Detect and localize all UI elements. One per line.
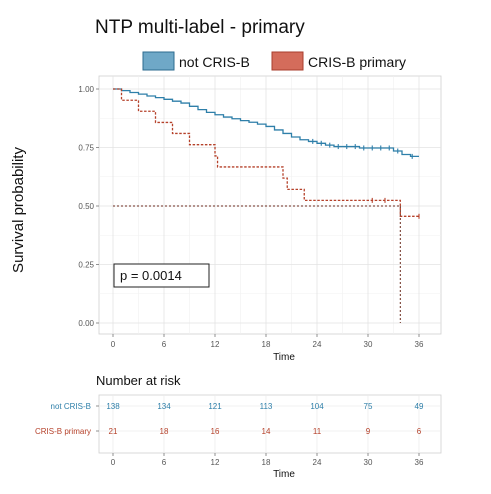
y-axis-label: Survival probability <box>10 147 27 273</box>
x-tick-label: 24 <box>313 340 322 349</box>
p-value-box <box>113 263 210 288</box>
x-tick-label: 36 <box>415 340 424 349</box>
legend-label-not-cris-b: not CRIS-B <box>179 54 250 70</box>
risk-x-tick-label: 0 <box>111 458 116 467</box>
plot-grid <box>99 76 441 334</box>
risk-count-cris-b-primary: 6 <box>417 427 422 436</box>
risk-x-tick-label: 12 <box>211 458 220 467</box>
curve-cris-b-primary <box>113 88 419 217</box>
survival-curves <box>113 88 419 323</box>
legend-swatch-not-cris-b <box>142 51 175 71</box>
risk-row-label-cris-b-primary: CRIS-B primary <box>35 427 91 436</box>
risk-count-not-cris-b: 104 <box>310 402 324 411</box>
risk-count-not-cris-b: 138 <box>106 402 120 411</box>
y-tick-label: 0.00 <box>78 319 94 328</box>
x-tick-label: 12 <box>211 340 220 349</box>
risk-row-label-not-cris-b: not CRIS-B <box>51 402 91 411</box>
risk-table-grid <box>99 395 441 453</box>
x-tick-label: 6 <box>162 340 167 349</box>
p-value-label: p = 0.0014 <box>120 268 182 283</box>
risk-count-not-cris-b: 121 <box>208 402 222 411</box>
y-tick-label: 0.50 <box>78 202 94 211</box>
risk-x-tick-label: 6 <box>162 458 167 467</box>
risk-x-tick-label: 30 <box>364 458 373 467</box>
risk-table-title: Number at risk <box>96 373 181 388</box>
x-axis-label: Time <box>273 352 295 363</box>
risk-count-not-cris-b: 134 <box>157 402 171 411</box>
risk-count-cris-b-primary: 21 <box>109 427 118 436</box>
risk-count-cris-b-primary: 14 <box>262 427 271 436</box>
legend-label-cris-b-primary: CRIS-B primary <box>308 54 406 70</box>
chart-title: NTP multi-label - primary <box>95 17 305 38</box>
risk-x-tick-label: 18 <box>262 458 271 467</box>
risk-count-cris-b-primary: 9 <box>366 427 371 436</box>
risk-table-panel <box>98 394 442 454</box>
y-axis-ticks: 0.00 0.25 0.50 0.75 1.00 <box>78 85 99 328</box>
risk-count-cris-b-primary: 18 <box>160 427 169 436</box>
risk-table-x-axis-label: Time <box>273 469 295 480</box>
legend: not CRIS-B CRIS-B primary <box>142 51 406 71</box>
y-tick-label: 0.25 <box>78 261 94 270</box>
y-tick-label: 0.75 <box>78 144 94 153</box>
y-tick-label: 1.00 <box>78 85 94 94</box>
risk-count-not-cris-b: 113 <box>260 402 273 411</box>
censor-marks <box>312 138 420 219</box>
risk-count-cris-b-primary: 16 <box>211 427 220 436</box>
risk-table-x-ticks: 0 6 12 18 24 30 36 <box>111 453 424 467</box>
risk-x-tick-label: 24 <box>313 458 322 467</box>
risk-count-not-cris-b: 75 <box>364 402 373 411</box>
risk-count-cris-b-primary: 11 <box>313 427 322 436</box>
curve-not-cris-b <box>113 88 419 158</box>
x-tick-label: 18 <box>262 340 271 349</box>
x-tick-label: 30 <box>364 340 373 349</box>
risk-count-not-cris-b: 49 <box>415 402 424 411</box>
x-axis-ticks: 0 6 12 18 24 30 36 <box>111 334 424 349</box>
x-tick-label: 0 <box>111 340 116 349</box>
risk-table-rows: not CRIS-B 138 134 121 113 104 75 49 CRIS-B prim… <box>35 402 424 436</box>
plot-panel <box>98 75 442 335</box>
risk-x-tick-label: 36 <box>415 458 424 467</box>
legend-swatch-cris-b-primary <box>271 51 304 71</box>
